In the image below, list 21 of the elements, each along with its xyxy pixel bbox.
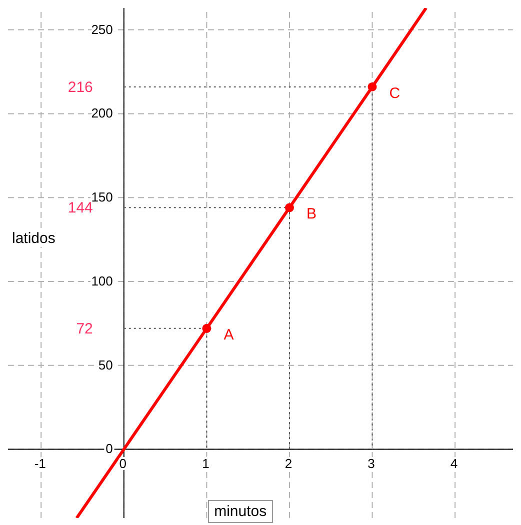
- x-tick-label: 3: [368, 456, 375, 472]
- annotation: B: [306, 206, 316, 223]
- x-tick-label: 2: [284, 456, 292, 472]
- y-axis-title: latidos: [12, 230, 56, 246]
- annotation: 216: [68, 78, 93, 96]
- annotation: A: [224, 326, 234, 344]
- y-tick-label: 150: [91, 190, 113, 205]
- y-tick-label: 50: [98, 357, 113, 372]
- y-tick-label: 250: [91, 22, 113, 37]
- point: [284, 203, 294, 212]
- point: [368, 82, 377, 92]
- y-tick-label: 200: [91, 106, 113, 121]
- x-tick-label: -1: [34, 456, 46, 472]
- annotation: C: [389, 84, 400, 102]
- x-axis-title: minutos: [208, 500, 273, 523]
- point: [202, 324, 212, 333]
- x-tick-label: 1: [202, 456, 210, 472]
- annotation: 144: [68, 200, 93, 217]
- annotation: 72: [76, 320, 93, 338]
- y-tick-label: 100: [91, 273, 113, 288]
- x-tick-label: 4: [450, 456, 458, 472]
